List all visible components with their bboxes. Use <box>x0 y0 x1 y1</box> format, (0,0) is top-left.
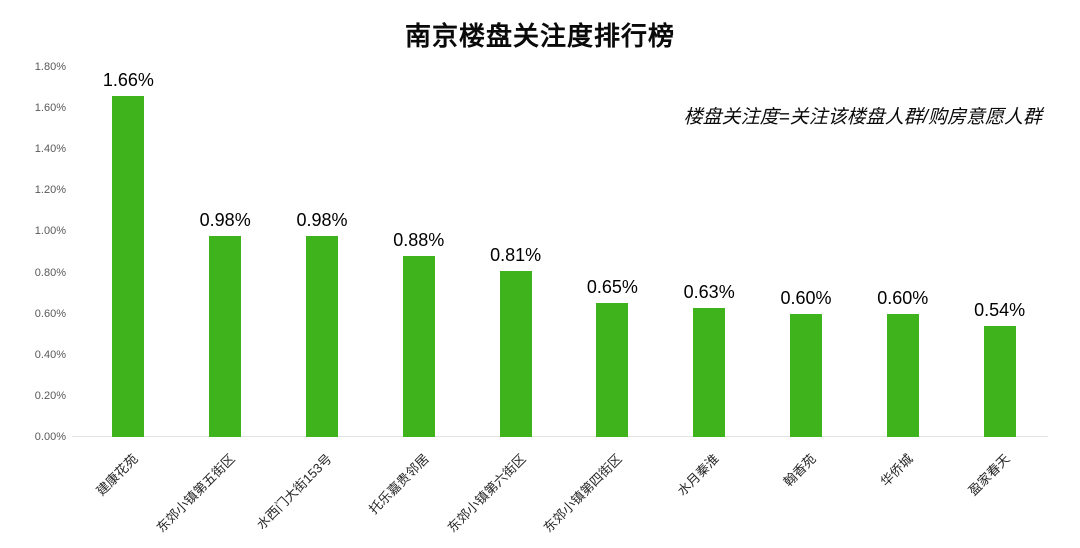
bar-value-label: 0.60% <box>780 287 832 308</box>
y-tick-label: 0.60% <box>34 307 66 320</box>
bar <box>209 235 242 437</box>
bar <box>596 303 629 437</box>
bar <box>693 307 726 437</box>
x-axis-label: 托乐嘉贵邻居 <box>365 451 432 517</box>
bar <box>112 95 145 437</box>
y-tick-label: 0.20% <box>34 389 66 402</box>
y-tick-label: 1.20% <box>34 184 66 197</box>
bar <box>983 326 1016 437</box>
plot-area: 1.66% 0.98% 0.98% 0.88% 0.81% 0.65% 0.63% 0.60%… <box>72 67 1048 437</box>
x-axis-label: 东郊小镇第四街区 <box>540 451 626 536</box>
x-axis-label: 建康花苑 <box>93 451 142 499</box>
bar-value-label: 0.65% <box>586 277 638 298</box>
x-axis-label: 盈家春天 <box>964 451 1013 499</box>
y-tick-label: 0.80% <box>34 266 66 279</box>
x-axis-label: 东郊小镇第五街区 <box>153 451 238 536</box>
chart-title: 南京楼盘关注度排行榜 <box>404 21 675 51</box>
bar-value-label: 0.54% <box>974 300 1026 320</box>
x-axis-label: 翰香苑 <box>780 451 819 490</box>
bar <box>790 313 822 437</box>
y-axis: 0.00% 0.20% 0.40% 0.60% 0.80% 1.00% 1.20% 1.40%… <box>0 61 72 443</box>
bar-value-label: 0.60% <box>877 287 929 308</box>
y-tick-label: 1.60% <box>34 102 66 115</box>
x-axis-label: 水西门大街153号 <box>253 451 335 533</box>
x-axis-label: 东郊小镇第六街区 <box>444 451 529 536</box>
bar <box>306 235 338 437</box>
bar <box>402 256 435 437</box>
bar-value-label: 0.63% <box>683 281 735 302</box>
y-tick-label: 1.00% <box>34 225 66 238</box>
bar <box>499 270 532 437</box>
x-axis-line <box>72 436 1048 437</box>
y-tick-label: 1.80% <box>34 61 66 73</box>
bar-value-label: 0.88% <box>393 230 445 251</box>
y-tick-label: 0.00% <box>34 431 66 443</box>
bar-value-label: 1.66% <box>102 69 154 90</box>
x-axis-label: 华侨城 <box>877 451 916 490</box>
bar-value-label: 0.98% <box>296 209 348 230</box>
x-axis-label: 水月秦淮 <box>674 451 722 499</box>
y-tick-label: 1.40% <box>34 143 66 156</box>
bar-value-label: 0.98% <box>199 209 251 230</box>
y-tick-label: 0.40% <box>34 348 66 361</box>
bar <box>886 313 919 437</box>
bar-value-label: 0.81% <box>490 244 542 265</box>
chart-annotation: 楼盘关注度=关注该楼盘人群/购房意愿人群 <box>683 107 1042 128</box>
